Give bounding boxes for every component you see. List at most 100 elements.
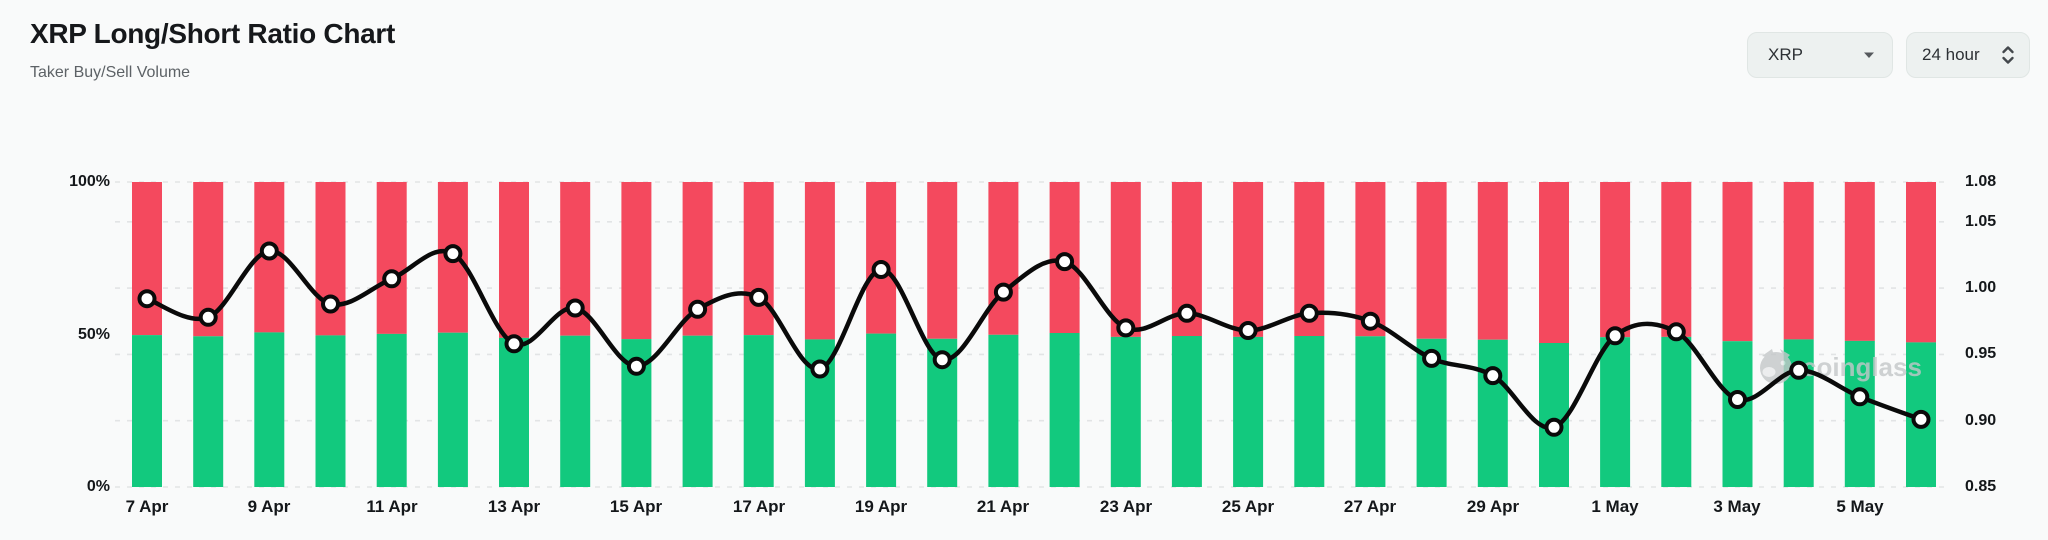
ratio-point [198, 307, 218, 327]
short-bar-segment [1539, 182, 1569, 343]
ratio-point [749, 287, 769, 307]
long-bar-segment [315, 335, 346, 487]
ratio-point [1238, 321, 1258, 340]
ratio-point [382, 269, 402, 289]
x-axis-tick: 17 Apr [732, 497, 786, 516]
long-bar-segment [1539, 343, 1569, 487]
x-axis-tick: 25 Apr [1221, 497, 1275, 516]
short-bar-segment [927, 182, 958, 339]
y-axis-right-tick: 0.90 [1965, 412, 1997, 429]
long-bar-segment [1661, 336, 1692, 487]
page-subtitle: Taker Buy/Sell Volume [30, 64, 191, 81]
long-bar-segment [1049, 333, 1080, 487]
short-bar-segment [866, 182, 897, 334]
y-axis-right-tick: 0.85 [1965, 478, 1997, 495]
short-bar-segment [1722, 182, 1753, 342]
ratio-point [626, 356, 646, 376]
short-bar-segment [1416, 182, 1447, 339]
ratio-point [1789, 360, 1809, 380]
x-axis-tick: 11 Apr [366, 497, 418, 516]
long-bar-segment [1844, 340, 1875, 487]
ratio-point [1605, 326, 1625, 346]
select-updown-icon [2000, 44, 2016, 66]
short-bar-segment [804, 182, 835, 340]
short-bar-segment [1233, 182, 1264, 337]
interval-select[interactable]: 24 hour [1906, 32, 2030, 78]
x-axis-tick: 23 Apr [1099, 497, 1153, 516]
short-bar-segment [1110, 182, 1141, 337]
ratio-point [1299, 303, 1319, 323]
long-bar-segment [560, 335, 591, 487]
ratio-point [1544, 417, 1564, 437]
long-bar-segment [1294, 336, 1325, 487]
ratio-line [146, 248, 1922, 431]
short-bar-segment [132, 182, 162, 336]
ratio-point [810, 359, 830, 379]
ratio-point [1483, 366, 1503, 386]
short-bar-segment [1906, 182, 1936, 343]
x-axis-tick: 13 Apr [487, 497, 541, 516]
short-bar-segment [1477, 182, 1508, 340]
short-bar-segment [1783, 182, 1814, 340]
y-axis-right-tick: 1.00 [1965, 279, 1997, 296]
y-axis-right-tick: 1.08 [1965, 173, 1997, 190]
x-axis-tick: 27 Apr [1343, 497, 1397, 516]
symbol-select-value: XRP [1768, 45, 1803, 64]
y-axis-left-tick: 50% [77, 326, 110, 343]
long-bar-segment [1110, 336, 1141, 487]
x-axis-tick: 29 Apr [1466, 497, 1520, 516]
long-bar-segment [1171, 336, 1202, 487]
short-bar-segment [376, 182, 407, 334]
long-bar-segment [254, 332, 285, 487]
short-bar-segment [1600, 182, 1631, 338]
ratio-point [932, 350, 952, 370]
ratio-point [993, 282, 1013, 302]
y-axis-left-tick: 100% [69, 173, 110, 190]
ratio-point [1728, 390, 1747, 409]
long-bar-segment [376, 333, 407, 487]
ratio-points [137, 241, 1931, 437]
long-bar-segment [1722, 341, 1753, 487]
stacked-bars [132, 182, 1936, 487]
ratio-point [259, 241, 279, 261]
ratio-point [1666, 322, 1686, 342]
long-bar-segment [988, 334, 1019, 487]
ratio-point [321, 294, 340, 314]
short-bar-segment [988, 182, 1019, 335]
ratio-point [1116, 318, 1136, 338]
ratio-point [871, 260, 891, 279]
short-bar-segment [1355, 182, 1386, 337]
interval-select-value: 24 hour [1922, 45, 1980, 64]
short-bar-segment [1844, 182, 1875, 341]
ratio-point [565, 298, 585, 318]
ratio-point [137, 289, 157, 309]
long-bar-segment [499, 337, 529, 487]
long-bar-segment [1355, 336, 1386, 487]
ratio-point [1911, 409, 1931, 429]
x-axis-tick: 15 Apr [609, 497, 663, 516]
page-title: XRP Long/Short Ratio Chart [30, 18, 396, 49]
ratio-point [1422, 348, 1442, 368]
long-bar-segment [437, 332, 468, 487]
x-axis-tick: 9 Apr [247, 497, 291, 516]
ratio-point [1850, 387, 1870, 407]
long-bar-segment [193, 336, 224, 487]
ratio-point [443, 244, 463, 264]
long-bar-segment [743, 335, 774, 487]
x-axis-tick: 19 Apr [854, 497, 908, 516]
x-axis-tick: 21 Apr [976, 497, 1030, 516]
x-axis-tick: 1 May [1591, 497, 1639, 516]
ratio-point [504, 334, 524, 354]
short-bar-segment [621, 182, 652, 340]
y-axis-right-tick: 1.05 [1965, 213, 1997, 230]
long-bar-segment [1477, 339, 1508, 487]
y-axis-right-tick: 0.95 [1965, 345, 1997, 362]
long-bar-segment [1233, 336, 1264, 487]
caret-down-icon [1862, 50, 1876, 60]
y-axis-left-tick: 0% [86, 478, 110, 495]
symbol-select[interactable]: XRP [1747, 32, 1893, 78]
ratio-point [1055, 252, 1075, 272]
short-bar-segment [743, 182, 774, 336]
coinglass-watermark: coinglass [1760, 349, 1922, 384]
